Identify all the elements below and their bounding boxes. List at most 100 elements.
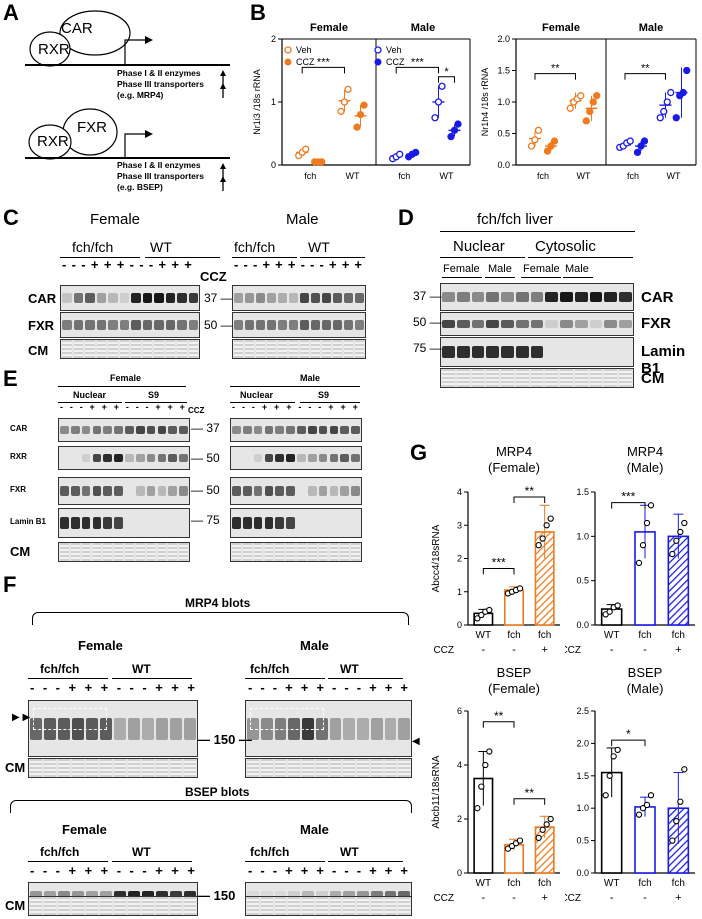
female-title: Female	[110, 373, 142, 383]
data-point	[586, 107, 594, 116]
blot-band	[135, 485, 145, 497]
blot-band	[242, 425, 252, 435]
legend-label-veh: Veh	[296, 45, 312, 55]
blot-band	[357, 897, 369, 915]
y-tick-label: 1.5	[576, 487, 589, 497]
blot-band	[340, 543, 350, 561]
group-underline	[442, 277, 482, 278]
lane-sign: +	[400, 680, 408, 695]
data-point	[543, 821, 550, 828]
blot-strip	[60, 285, 200, 311]
chart-title: BSEP	[497, 665, 532, 680]
blot-band	[147, 517, 156, 528]
data-point	[550, 137, 559, 145]
blot-band	[135, 425, 145, 435]
significance-label: **	[494, 709, 504, 723]
blot-band	[62, 340, 72, 358]
ccz-axis-label: CCZ	[565, 645, 581, 656]
blot-band	[245, 340, 254, 358]
blot-band	[232, 485, 241, 497]
lane-sign: -	[148, 257, 154, 272]
blot-strip	[60, 339, 200, 359]
rxr-label-bottom: RXR	[37, 133, 69, 150]
lane-sign: +	[100, 680, 109, 695]
x-tick-label: WT	[577, 171, 591, 181]
blot-band	[333, 340, 342, 358]
x-tick-label: fch	[304, 171, 316, 181]
blot-band	[315, 897, 328, 915]
data-point	[602, 792, 609, 799]
blot-band	[322, 293, 331, 303]
data-point	[660, 107, 668, 116]
blot-band	[70, 425, 80, 435]
mrp4-bracket	[32, 612, 409, 625]
blot-band	[297, 453, 306, 463]
x-tick-label: fch	[627, 171, 639, 181]
data-point	[635, 559, 643, 567]
mw-marker: — 50	[191, 451, 220, 465]
blot-strip	[245, 700, 412, 757]
lane-sign: -	[42, 863, 48, 878]
blot-band	[58, 759, 70, 777]
blot-band	[114, 485, 123, 497]
data-point	[566, 104, 574, 112]
lane-sign: -	[139, 257, 144, 272]
blot-strip	[58, 418, 190, 442]
bsep-blots-title: BSEP blots	[185, 785, 250, 799]
blot-band	[168, 453, 178, 463]
blot-band	[351, 425, 360, 435]
lane-sign: -	[272, 680, 278, 695]
group-wt-female: WT	[132, 662, 151, 676]
blot-band	[456, 346, 470, 358]
lane-sign: -	[79, 402, 83, 412]
lane-sign: +	[316, 863, 324, 878]
lane-signs: - - - + + + - - - + + +	[30, 680, 195, 695]
lane-sign: -	[42, 680, 48, 695]
blot-band	[315, 759, 328, 777]
mw-marker: 50 —	[413, 315, 442, 329]
y-tick-label: 1.0	[497, 97, 510, 107]
data-point	[474, 805, 481, 812]
blot-band	[114, 759, 126, 777]
y-tick-label: 0	[457, 868, 462, 878]
group-wt-male: WT	[308, 239, 330, 255]
blot-band	[289, 340, 298, 358]
blot-band	[471, 346, 485, 358]
lane-sign: +	[89, 402, 95, 412]
lane-sign: -	[116, 680, 122, 695]
panel-label-a: A	[3, 0, 19, 25]
x-tick-label: fch	[538, 878, 551, 889]
group-title-female: Female	[310, 22, 348, 34]
x-tick-label: WT	[667, 171, 681, 181]
group-title-male: Male	[411, 22, 435, 34]
car-targets-text: Phase I & II enzymes Phase III transport…	[117, 68, 204, 101]
chart-mrp4-female: MRP4(Female) 0 1 2 3 4 Abcc4/18sRNA WT - fch - fch +…	[431, 444, 560, 656]
significance-bracket	[301, 66, 345, 74]
data-point	[337, 107, 345, 116]
blot-band	[188, 320, 198, 330]
blot-strip	[232, 339, 366, 359]
blot-band	[560, 369, 573, 387]
x-tick-label: fch	[398, 171, 410, 181]
blot-band	[146, 453, 156, 463]
arrowhead-icons: ▶ ▶	[12, 712, 31, 723]
blot-band	[589, 319, 603, 329]
blot-band	[232, 425, 241, 435]
lane-sign: -	[298, 402, 302, 412]
group-underline	[58, 402, 122, 403]
blot-strip	[230, 508, 362, 538]
blot-band	[560, 346, 573, 357]
blot-band	[501, 291, 514, 303]
data-point	[656, 114, 664, 122]
blot-band	[168, 425, 178, 435]
blot-band	[108, 293, 118, 303]
data-point	[450, 126, 459, 134]
blot-band	[154, 320, 164, 330]
blot-band	[179, 453, 188, 463]
lane-sign: +	[316, 680, 324, 695]
lane-sign: -	[69, 402, 73, 412]
lane-sign: +	[68, 680, 77, 695]
fraction-nuclear-male: Nuclear	[240, 390, 274, 400]
group-fchfch-male: fch/fch	[250, 662, 290, 676]
blot-band	[289, 293, 298, 303]
